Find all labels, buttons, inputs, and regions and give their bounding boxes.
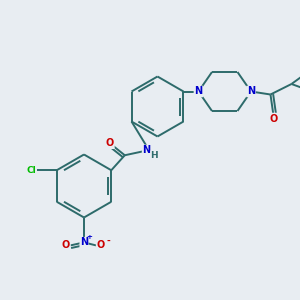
Text: O: O <box>106 138 114 148</box>
Text: H: H <box>150 151 158 160</box>
Text: O: O <box>96 240 105 250</box>
Text: -: - <box>106 237 110 246</box>
Text: N: N <box>80 237 88 248</box>
Text: O: O <box>62 240 70 250</box>
Text: O: O <box>269 113 278 124</box>
Text: N: N <box>142 145 150 155</box>
Text: N: N <box>247 86 255 97</box>
Text: Cl: Cl <box>26 166 36 175</box>
Text: N: N <box>194 86 202 97</box>
Text: +: + <box>86 234 92 240</box>
